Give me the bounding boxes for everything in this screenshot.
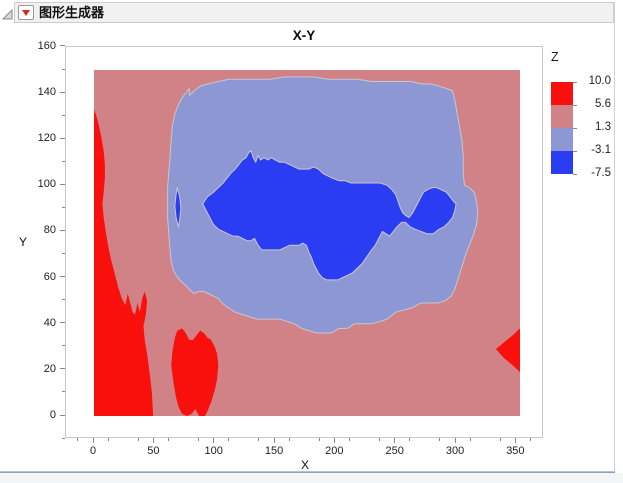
x-minor-tick [107,438,109,441]
x-minor-tick [499,438,501,441]
status-bar-separator [0,471,615,472]
x-tick-label: 250 [385,445,404,457]
y-major-tick [60,91,65,93]
y-tick-label: 160 [37,39,56,52]
y-major-tick [60,414,65,416]
legend-tick-label: 5.6 [595,98,611,110]
x-minor-tick [228,438,230,441]
x-tick-label: 350 [506,445,525,457]
contour-region-red-left-band[interactable] [94,109,154,416]
contour-region-blue-core[interactable] [203,151,456,280]
legend-tick [573,174,577,175]
window-right-border [614,2,615,471]
legend-title: Z [551,50,559,64]
x-minor-tick [77,438,79,441]
y-tick-label: 100 [37,178,56,191]
x-axis[interactable]: 0 50 100 150 200 250 300 350 [65,438,543,472]
y-major-tick [60,322,65,324]
x-major-tick [454,438,456,443]
contour-region-blue-sliver[interactable] [175,188,181,227]
y-axis[interactable]: 0 20 40 60 80 100 120 140 160 [0,40,65,439]
legend: Z 10.0 5.6 1.3 -3.1 -7.5 [549,50,621,200]
x-minor-tick [167,438,169,441]
legend-gradient-swatch[interactable] [551,151,573,174]
y-major-tick [60,368,65,370]
y-minor-tick [62,68,65,70]
y-minor-tick [62,253,65,255]
x-major-tick [213,438,215,443]
y-major-tick [60,137,65,139]
x-tick-label: 150 [264,445,284,457]
y-tick-label: 120 [37,132,56,145]
legend-tick [573,128,577,129]
x-major-tick [514,438,516,443]
x-minor-tick [258,438,260,441]
y-minor-tick [62,345,65,347]
red-triangle-menu-button[interactable] [18,5,34,20]
y-tick-label: 20 [43,362,56,375]
collapse-triangle-icon [1,8,13,20]
y-axis-label[interactable]: Y [18,235,27,249]
y-minor-tick [62,114,65,116]
legend-tick [573,82,577,83]
legend-gradient-swatch[interactable] [551,82,573,105]
x-major-tick [152,438,154,443]
legend-tick [573,105,577,106]
x-minor-tick [409,438,411,441]
disclosure-triangle-icon[interactable] [1,7,13,20]
legend-tick [573,151,577,152]
x-major-tick [273,438,275,443]
x-minor-tick [469,438,471,441]
y-minor-tick [62,391,65,393]
x-tick-label: 300 [445,445,465,457]
x-minor-tick [288,438,290,441]
y-minor-tick [62,299,65,301]
y-major-tick [60,45,65,47]
x-major-tick [333,438,335,443]
chart-title: X-Y [292,28,316,43]
x-major-tick [394,438,396,443]
x-tick-label: 50 [147,445,160,457]
x-minor-tick [439,438,441,441]
y-tick-label: 140 [37,86,56,99]
x-minor-tick [198,438,200,441]
legend-gradient-swatch[interactable] [551,105,573,128]
y-major-tick [60,229,65,231]
x-minor-tick [137,438,139,441]
y-major-tick [60,276,65,278]
x-tick-label: 0 [89,445,97,457]
red-triangle-icon [22,9,30,16]
legend-tick-label: 1.3 [595,121,611,133]
outline-title: 图形生成器 [39,5,105,20]
y-tick-label: 60 [43,270,56,283]
legend-tick-label: -7.5 [591,167,611,179]
x-minor-tick [348,438,350,441]
x-tick-label: 100 [204,445,223,457]
contour-plot [94,70,520,416]
y-minor-tick [62,437,65,439]
x-major-tick [92,438,94,443]
legend-tick-label: -3.1 [591,144,611,156]
x-minor-tick [379,438,381,441]
legend-gradient-swatch[interactable] [551,128,573,151]
contour-region-red-right-wedge[interactable] [495,328,520,373]
plot-frame[interactable] [65,46,543,438]
y-minor-tick [62,206,65,208]
outline-title-bar[interactable]: 图形生成器 [14,2,614,23]
status-bar [0,473,623,483]
contour-region-red-bottom-blob[interactable] [171,328,219,416]
x-minor-tick [318,438,320,441]
y-minor-tick [62,160,65,162]
legend-tick-label: 10.0 [588,75,611,87]
y-major-tick [60,183,65,185]
status-bar-separator-shadow [0,472,615,473]
y-tick-label: 0 [49,409,56,421]
y-tick-label: 80 [43,224,56,237]
x-tick-label: 200 [325,445,344,457]
legend-gradient: 10.0 5.6 1.3 -3.1 -7.5 [549,75,621,202]
x-minor-tick [529,438,531,441]
x-axis-label[interactable]: X [300,458,309,472]
y-tick-label: 40 [43,316,56,329]
